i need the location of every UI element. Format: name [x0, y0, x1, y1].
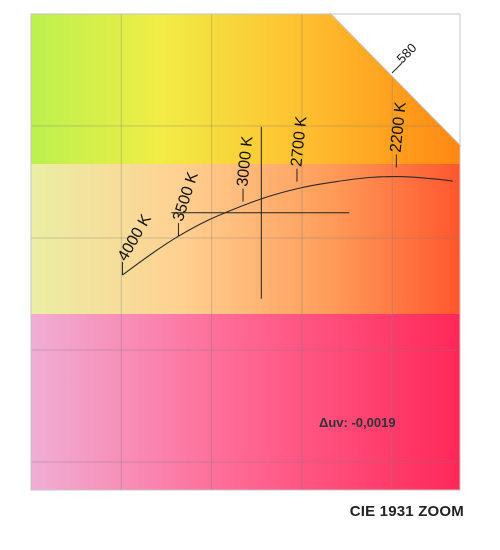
isotherm-label-2700k: 2700 K — [288, 115, 310, 168]
plot-frame — [30, 13, 461, 491]
isotherm-label-2200k: 2200 K — [388, 101, 410, 154]
isotherm-label-3000k: 3000 K — [234, 135, 256, 188]
color-field — [31, 14, 460, 490]
spectral-locus-edge — [329, 12, 462, 147]
planckian-locus-line — [122, 176, 453, 276]
chart-title: CIE 1931 ZOOM — [349, 503, 464, 520]
delta-uv-readout: Δuv: -0,0019 — [319, 415, 396, 430]
wavelength-tick — [391, 62, 403, 74]
